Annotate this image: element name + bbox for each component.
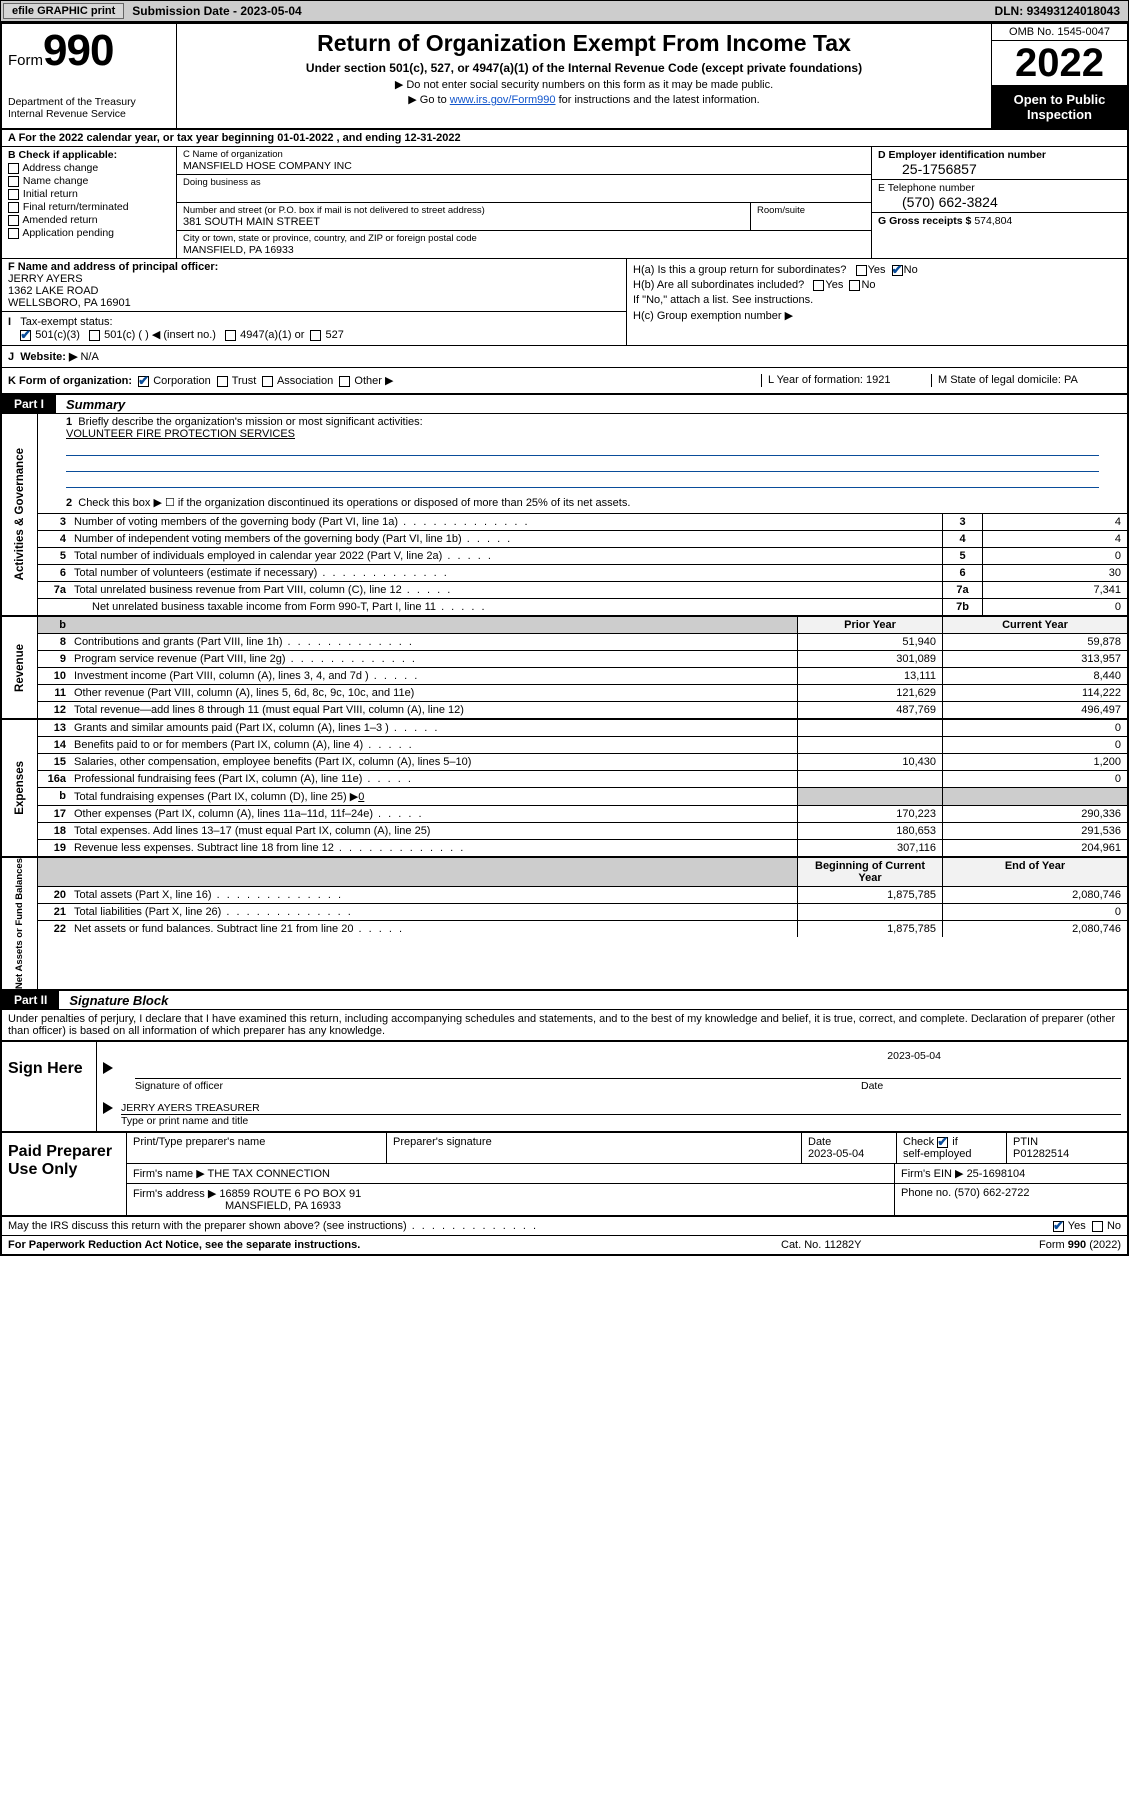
part-i-header: Part I Summary [2, 395, 1127, 414]
side-activities-governance: Activities & Governance [2, 414, 38, 615]
paid-preparer-block: Paid Preparer Use Only Print/Type prepar… [2, 1133, 1127, 1217]
room-suite-cell: Room/suite [751, 203, 871, 230]
city-cell: City or town, state or province, country… [177, 231, 871, 258]
form-subtitle: Under section 501(c), 527, or 4947(a)(1)… [185, 61, 983, 75]
section-h: H(a) Is this a group return for subordin… [627, 259, 1127, 345]
side-net-assets: Net Assets or Fund Balances [2, 858, 38, 989]
phone-cell: E Telephone number (570) 662-3824 [872, 180, 1127, 213]
street-address-cell: Number and street (or P.O. box if mail i… [177, 203, 751, 230]
row-j-website: J Website: ▶ N/A [2, 346, 1127, 368]
ssn-warning: ▶ Do not enter social security numbers o… [185, 78, 983, 91]
discuss-with-preparer: May the IRS discuss this return with the… [2, 1217, 1127, 1236]
submission-label: Submission Date - 2023-05-04 [126, 4, 307, 18]
instructions-link[interactable]: www.irs.gov/Form990 [450, 94, 556, 106]
ein-cell: D Employer identification number 25-1756… [872, 147, 1127, 180]
perjury-statement: Under penalties of perjury, I declare th… [2, 1010, 1127, 1040]
side-revenue: Revenue [2, 617, 38, 718]
part-ii-header: Part II Signature Block [2, 991, 1127, 1010]
dba-cell: Doing business as [177, 175, 871, 203]
signature-arrow-icon [103, 1062, 113, 1074]
org-name-cell: C Name of organization MANSFIELD HOSE CO… [177, 147, 871, 175]
top-toolbar: efile GRAPHIC print Submission Date - 20… [0, 0, 1129, 22]
form-header: Form990 Department of the Treasury Inter… [2, 24, 1127, 130]
line-1-mission: 1 Briefly describe the organization's mi… [38, 414, 1127, 494]
principal-officer-cell: F Name and address of principal officer:… [2, 259, 626, 311]
open-to-public-badge: Open to Public Inspection [992, 86, 1127, 128]
gross-receipts-cell: G Gross receipts $ 574,804 [872, 213, 1127, 229]
line-2: 2 Check this box ▶ ☐ if the organization… [38, 494, 1127, 513]
form-title: Return of Organization Exempt From Incom… [185, 30, 983, 57]
form-number: Form990 [8, 26, 170, 76]
tax-year: 2022 [992, 41, 1127, 86]
row-k-form-of-org: K Form of organization: Corporation Trus… [2, 368, 1127, 395]
page-footer: For Paperwork Reduction Act Notice, see … [2, 1236, 1127, 1254]
tax-exempt-status: I Tax-exempt status: 501(c)(3) 501(c) ( … [2, 311, 626, 345]
row-a-tax-year: A For the 2022 calendar year, or tax yea… [2, 130, 1127, 147]
efile-print-button[interactable]: efile GRAPHIC print [3, 3, 124, 19]
form-990: Form990 Department of the Treasury Inter… [0, 22, 1129, 1256]
signature-arrow-icon [103, 1102, 113, 1114]
dln-label: DLN: 93493124018043 [987, 4, 1128, 18]
side-expenses: Expenses [2, 720, 38, 856]
section-b-checkboxes: B Check if applicable: Address change Na… [2, 147, 177, 258]
signature-block: Sign Here 2023-05-04 Signature of office… [2, 1040, 1127, 1133]
instructions-link-line: ▶ Go to www.irs.gov/Form990 for instruct… [185, 93, 983, 106]
dept-label: Department of the Treasury Internal Reve… [8, 96, 170, 120]
omb-number: OMB No. 1545-0047 [992, 24, 1127, 41]
